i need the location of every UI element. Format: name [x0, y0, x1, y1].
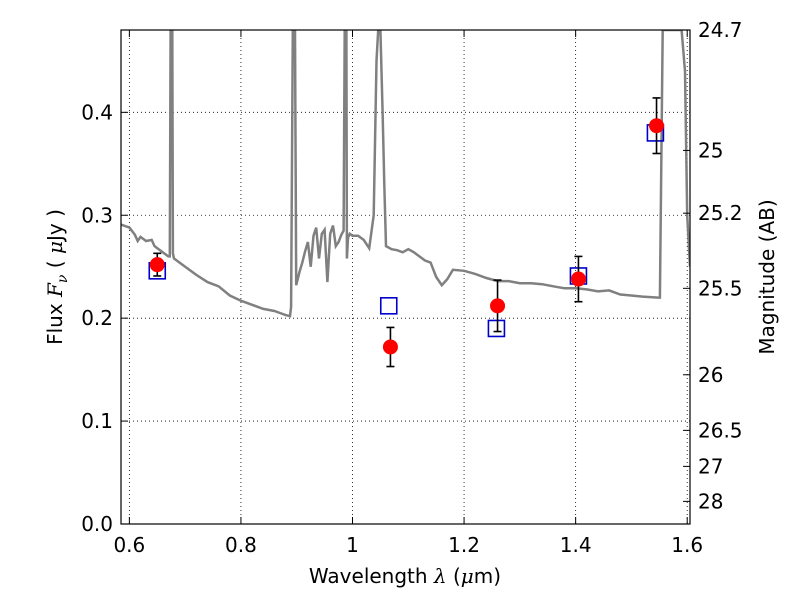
observed-error-bars — [153, 97, 661, 368]
observed-point — [490, 298, 506, 314]
y-axis-title: Flux Fν ( μJy ) — [43, 209, 71, 345]
observed-photometry-circles — [149, 118, 665, 355]
x-tick-label: 1 — [346, 533, 359, 557]
y2-tick-label: 24.7 — [698, 18, 743, 42]
model-photometry-square — [379, 297, 398, 315]
y-tick-label: 0.1 — [81, 409, 113, 433]
observed-point — [570, 271, 586, 287]
y2-tick-label: 27 — [698, 454, 723, 478]
x-axis-title: Wavelength λ (μm) — [309, 564, 501, 588]
y2-tick-label: 25 — [698, 138, 723, 162]
x-tick-label: 1.2 — [448, 533, 480, 557]
model-photometry-square — [487, 319, 506, 338]
observed-point — [649, 118, 665, 134]
y-axis-ticks: 0.0 0.1 0.2 0.3 0.4 — [81, 100, 128, 536]
y-tick-label: 0.0 — [81, 512, 113, 536]
x-tick-label: 1.4 — [560, 533, 592, 557]
grid-lines — [121, 30, 690, 525]
y2-tick-label: 26.5 — [698, 418, 743, 442]
y2-axis-title: Magnitude (AB) — [755, 199, 779, 354]
model-photometry-squares — [148, 124, 665, 338]
plot-frame — [120, 29, 691, 525]
x-tick-label: 0.8 — [225, 533, 257, 557]
x-tick-label: 1.6 — [671, 533, 703, 557]
observed-point — [382, 339, 398, 355]
y-tick-label: 0.2 — [81, 306, 113, 330]
x-tick-label: 0.6 — [113, 533, 145, 557]
y2-tick-label: 26 — [698, 363, 723, 387]
y-tick-label: 0.3 — [81, 203, 113, 227]
y2-tick-label: 25.2 — [698, 201, 743, 225]
y-tick-label: 0.4 — [81, 100, 113, 124]
x-axis-ticks: 0.6 0.8 1 1.2 1.4 1.6 — [113, 30, 703, 557]
y2-axis-ticks: 24.7 25 25.2 25.5 26 26.5 27 28 — [683, 18, 743, 513]
y2-tick-label: 25.5 — [698, 276, 743, 300]
y2-tick-label: 28 — [698, 489, 723, 513]
observed-point — [149, 257, 165, 273]
model-spectrum-line — [121, 30, 690, 318]
